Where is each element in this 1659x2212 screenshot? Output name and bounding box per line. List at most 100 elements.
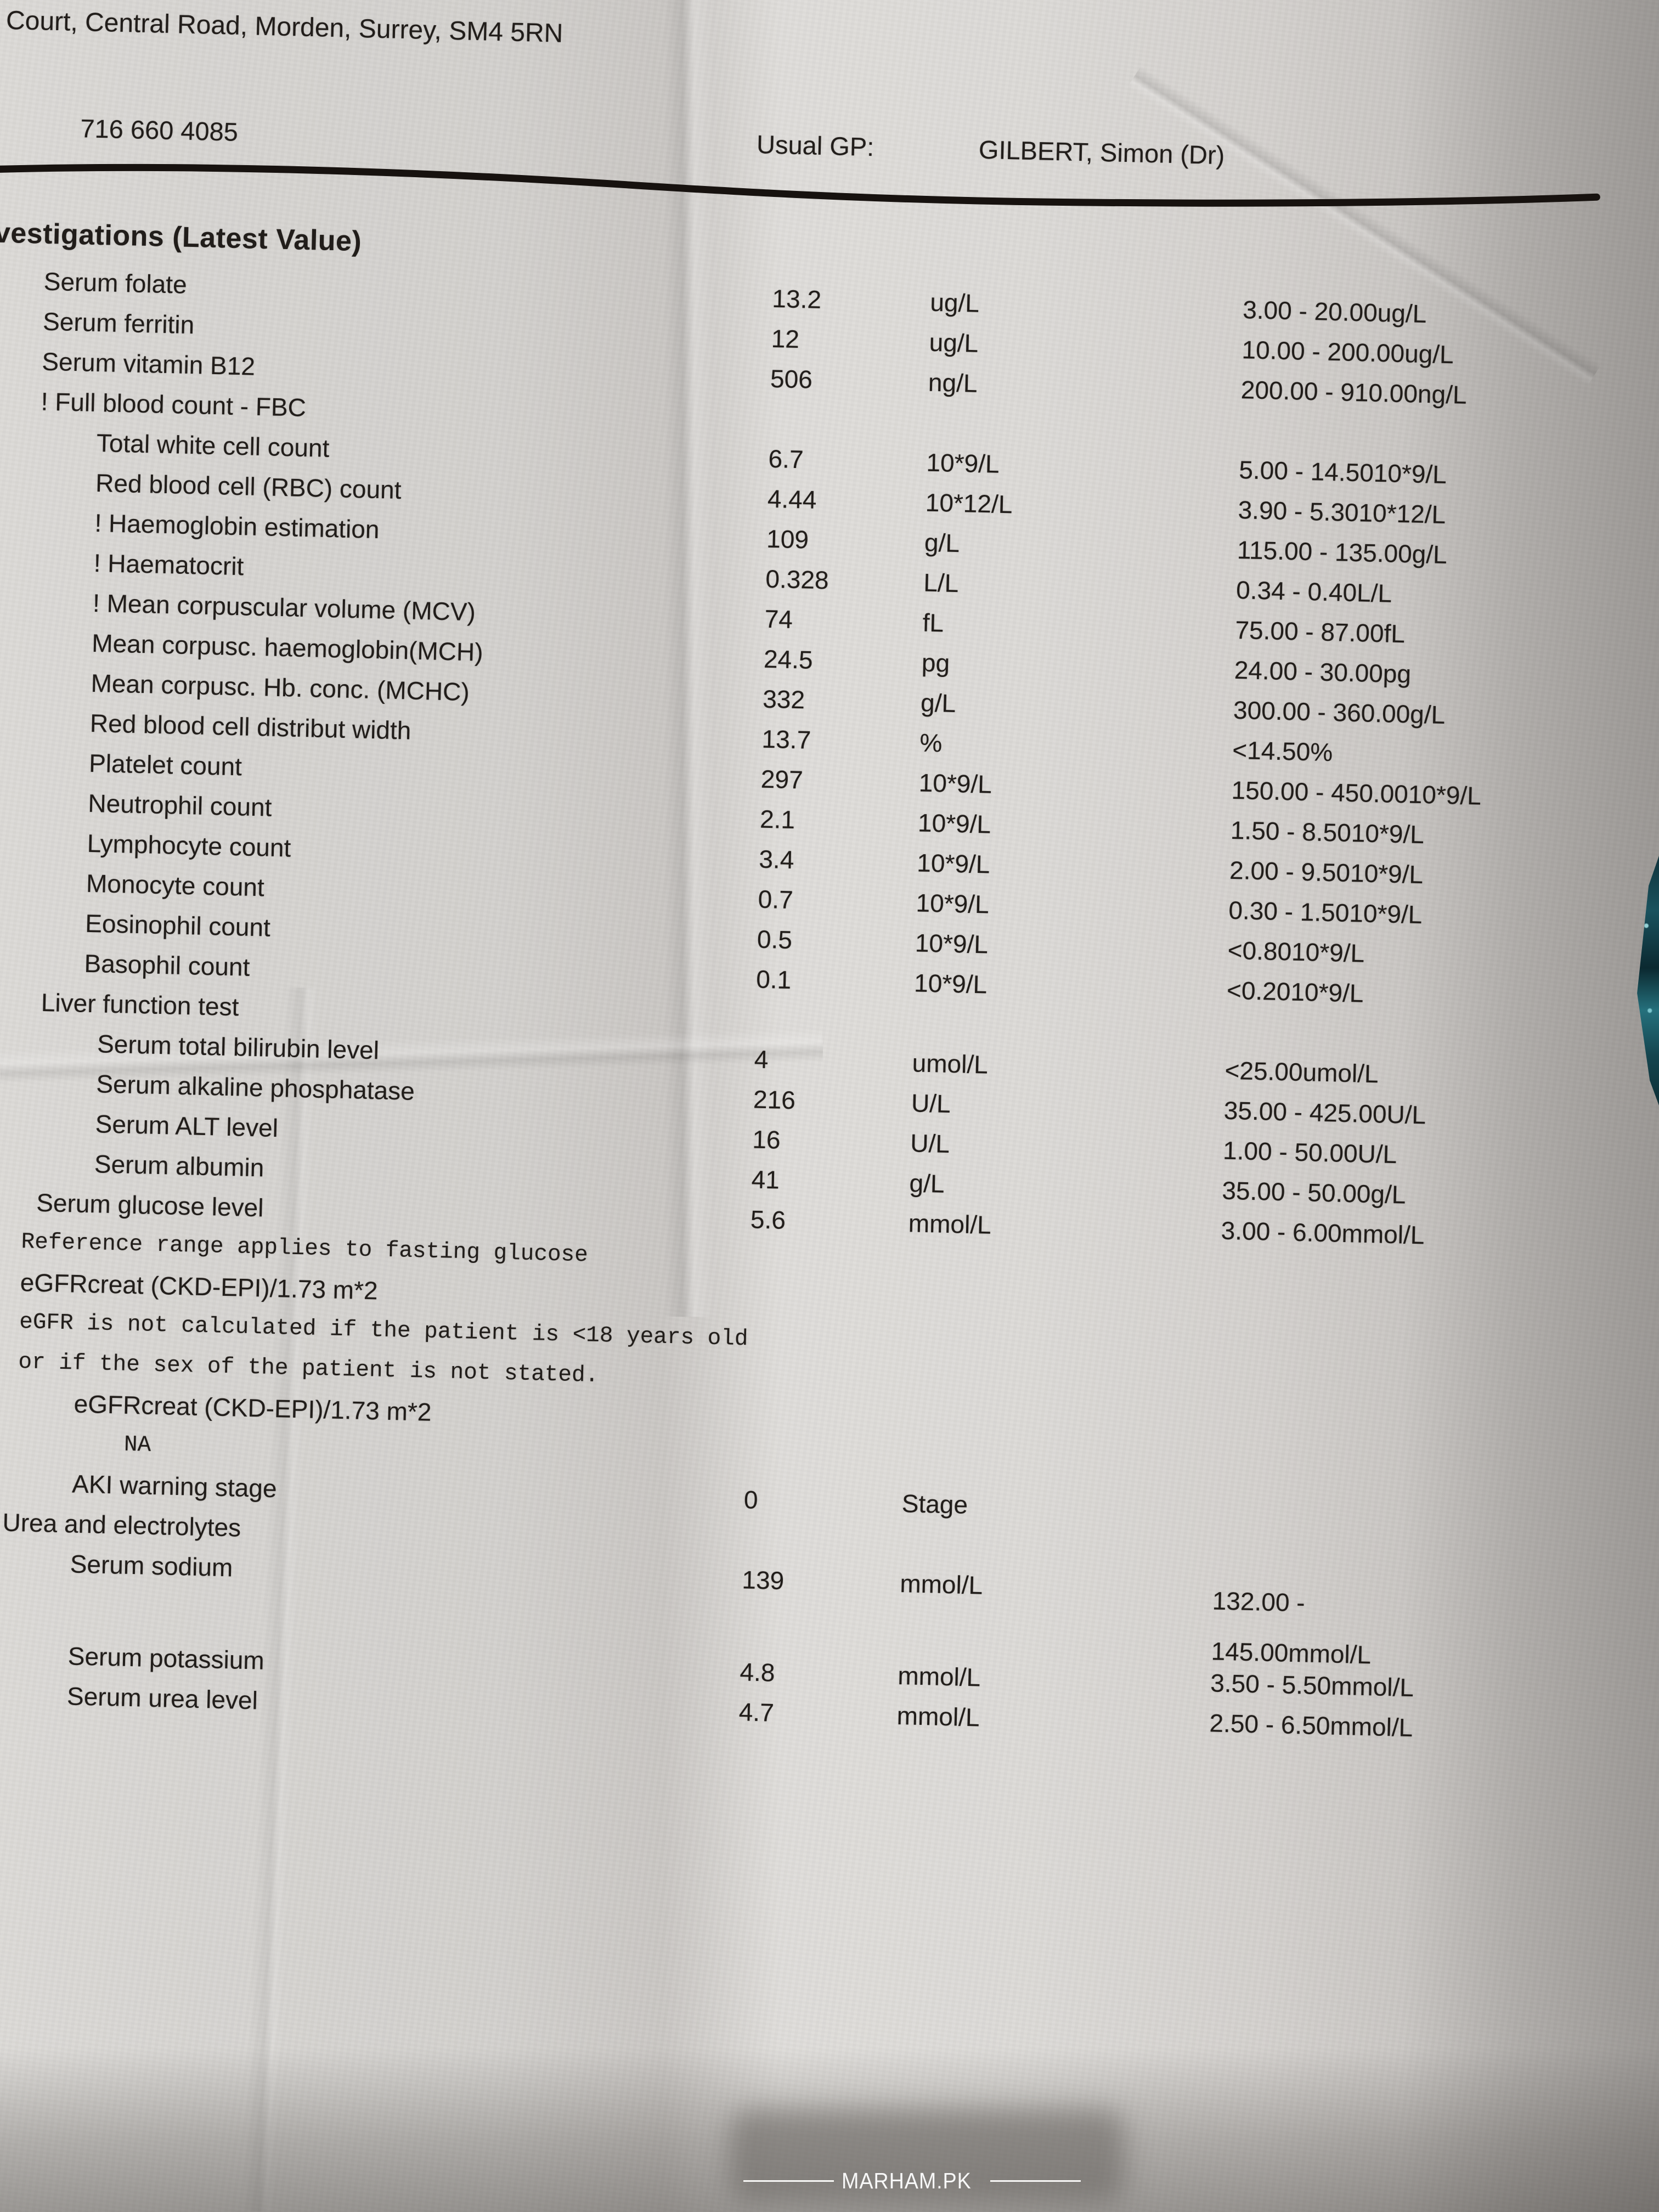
usual-gp-name: GILBERT, Simon (Dr) (978, 134, 1225, 170)
section-label: ! Full blood count - FBC (41, 387, 307, 422)
test-value: 297 (760, 764, 804, 794)
test-value: 16 (752, 1125, 781, 1154)
test-units: fL (922, 608, 944, 637)
test-name: Platelet count (88, 748, 242, 781)
test-units: umol/L (912, 1048, 989, 1079)
test-units: 10*9/L (918, 768, 992, 799)
reference-range: 1.00 - 50.00U/L (1222, 1136, 1397, 1169)
reference-range: 3.50 - 5.50mmol/L (1210, 1668, 1414, 1702)
test-name: ! Haematocrit (93, 548, 244, 581)
test-units: 10*9/L (916, 848, 990, 879)
test-name: Neutrophil count (87, 788, 273, 822)
test-value: 4.7 (738, 1697, 775, 1727)
test-units: g/L (909, 1169, 945, 1198)
test-name: Serum ALT level (95, 1109, 279, 1143)
test-units: ug/L (929, 328, 979, 358)
test-value: 4.44 (767, 484, 817, 514)
test-units: pg (921, 648, 950, 678)
note-text: NA (123, 1432, 151, 1458)
test-units: U/L (911, 1088, 951, 1118)
test-name: Serum total bilirubin level (97, 1029, 380, 1065)
test-units: % (919, 728, 943, 758)
reference-range: 115.00 - 135.00g/L (1237, 535, 1448, 569)
test-name: Serum glucose level (36, 1188, 264, 1222)
test-value: 6.7 (768, 444, 804, 474)
test-name: Serum albumin (94, 1149, 264, 1182)
test-units: 10*9/L (917, 808, 991, 839)
test-value: 0.7 (758, 884, 794, 915)
reference-range: 0.34 - 0.40L/L (1235, 575, 1392, 608)
test-name: Serum alkaline phosphatase (95, 1069, 415, 1105)
test-units: L/L (923, 568, 959, 598)
reference-range: 75.00 - 87.00fL (1234, 615, 1406, 648)
test-name: Serum ferritin (42, 307, 195, 340)
reference-range: 3.00 - 6.00mmol/L (1221, 1216, 1425, 1250)
reference-range: <14.50% (1232, 735, 1333, 767)
reference-range: 2.00 - 9.5010*9/L (1229, 855, 1424, 889)
section-label: Liver function test (41, 988, 240, 1022)
test-value: 2.1 (759, 804, 795, 834)
reference-range: 10.00 - 200.00ug/L (1241, 335, 1454, 369)
test-value: 0.5 (757, 924, 793, 955)
test-units: Stage (901, 1489, 968, 1519)
test-value: 24.5 (763, 644, 814, 674)
reference-range: 5.00 - 14.5010*9/L (1238, 455, 1447, 489)
lab-report-page: Court, Central Road, Morden, Surrey, SM4… (0, 6, 1628, 1752)
test-units: 10*9/L (926, 448, 1000, 478)
test-name: Serum folate (43, 267, 188, 299)
test-units: mmol/L (897, 1661, 981, 1692)
fabric-edge (1637, 856, 1659, 1105)
usual-gp-label: Usual GP: (756, 129, 874, 162)
test-value: 0 (743, 1485, 759, 1514)
test-name: ! Haemoglobin estimation (94, 508, 380, 544)
test-value: 109 (766, 524, 809, 554)
reference-range: 3.90 - 5.3010*12/L (1238, 495, 1446, 529)
test-units: g/L (920, 688, 956, 718)
reference-range: 0.30 - 1.5010*9/L (1228, 895, 1423, 929)
test-units: mmol/L (908, 1209, 992, 1239)
watermark-line-left (743, 2180, 834, 2182)
test-units: 10*9/L (915, 928, 989, 959)
reference-range: 200.00 - 910.00ng/L (1240, 375, 1468, 409)
test-name: Red blood cell (RBC) count (95, 468, 402, 505)
reference-range: <0.2010*9/L (1226, 975, 1364, 1008)
test-units: U/L (910, 1128, 950, 1158)
header-divider-rule (0, 163, 1600, 207)
test-value: 13.2 (771, 284, 822, 314)
phone-number: 716 660 4085 (80, 114, 239, 146)
test-value: 5.6 (750, 1205, 786, 1234)
reference-range: 24.00 - 30.00pg (1234, 655, 1412, 689)
reference-range: 3.00 - 20.00ug/L (1242, 295, 1427, 329)
test-units: mmol/L (896, 1701, 980, 1732)
test-value: 13.7 (761, 724, 811, 754)
test-name: Monocyte count (86, 868, 265, 902)
results-list: Serum folate 13.2 ug/L 3.00 - 20.00ug/L Seru… (0, 260, 1628, 1752)
test-value: 0.328 (765, 564, 830, 595)
reference-range: 35.00 - 425.00U/L (1223, 1096, 1426, 1130)
test-value: 506 (770, 364, 813, 394)
test-value: 41 (751, 1165, 780, 1194)
test-value: 12 (771, 324, 800, 354)
test-name: Basophil count (84, 949, 250, 981)
section-label: Urea and electrolytes (2, 1508, 241, 1542)
test-value: 74 (764, 604, 793, 634)
test-name: Serum sodium (70, 1549, 233, 1582)
test-name: Serum potassium (67, 1641, 265, 1675)
test-units: 10*9/L (916, 888, 990, 919)
reference-range: 300.00 - 360.00g/L (1233, 695, 1446, 730)
test-value: 4 (754, 1045, 769, 1074)
test-name: Total white cell count (96, 428, 330, 462)
test-name: AKI warning stage (71, 1469, 278, 1503)
reference-range: <0.8010*9/L (1227, 935, 1365, 968)
test-units: 10*12/L (925, 488, 1013, 519)
reference-range: 150.00 - 450.0010*9/L (1231, 775, 1482, 810)
test-name: Lymphocyte count (87, 828, 291, 862)
test-units: g/L (924, 528, 960, 558)
test-value: 3.4 (758, 844, 795, 874)
reference-range: 35.00 - 50.00g/L (1221, 1176, 1407, 1209)
reference-range: 1.50 - 8.5010*9/L (1230, 815, 1425, 849)
test-units: ug/L (929, 287, 980, 318)
test-name: Red blood cell distribut width (89, 708, 411, 745)
test-value: 332 (762, 684, 805, 714)
test-value: 139 (741, 1565, 785, 1595)
